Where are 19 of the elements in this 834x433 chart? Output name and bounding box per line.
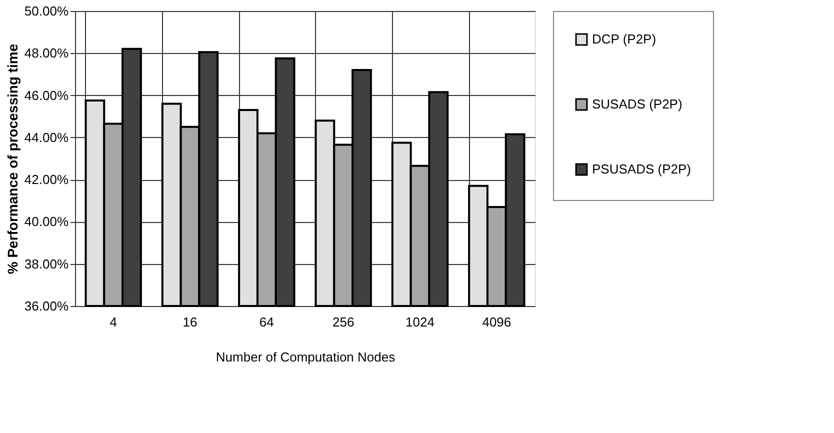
x-tick-label: 4096 <box>482 314 512 330</box>
y-tick-label: 50.00% <box>24 4 69 18</box>
y-tick-label: 40.00% <box>24 214 69 230</box>
x-tick-label: 1024 <box>406 314 434 330</box>
y-tick-label: 46.00% <box>24 88 69 103</box>
legend-label: DCP (P2P) <box>592 32 656 46</box>
y-tick-label: 48.00% <box>24 46 69 61</box>
legend-label: PSUSADS (P2P) <box>592 162 691 176</box>
x-tick-label: 64 <box>259 314 274 330</box>
y-tick-label: 36.00% <box>24 298 69 314</box>
x-tick-label: 256 <box>332 314 354 330</box>
y-tick-label: 44.00% <box>24 130 69 145</box>
y-axis-title: % Performance of processing time <box>4 44 20 274</box>
y-tick-label: 42.00% <box>24 172 69 188</box>
x-axis-title: Number of Computation Nodes <box>216 350 396 364</box>
y-tick-label: 38.00% <box>24 256 69 272</box>
legend-label: SUSADS (P2P) <box>592 96 682 112</box>
x-tick-label: 4 <box>110 314 117 330</box>
x-tick-label: 16 <box>182 314 198 330</box>
